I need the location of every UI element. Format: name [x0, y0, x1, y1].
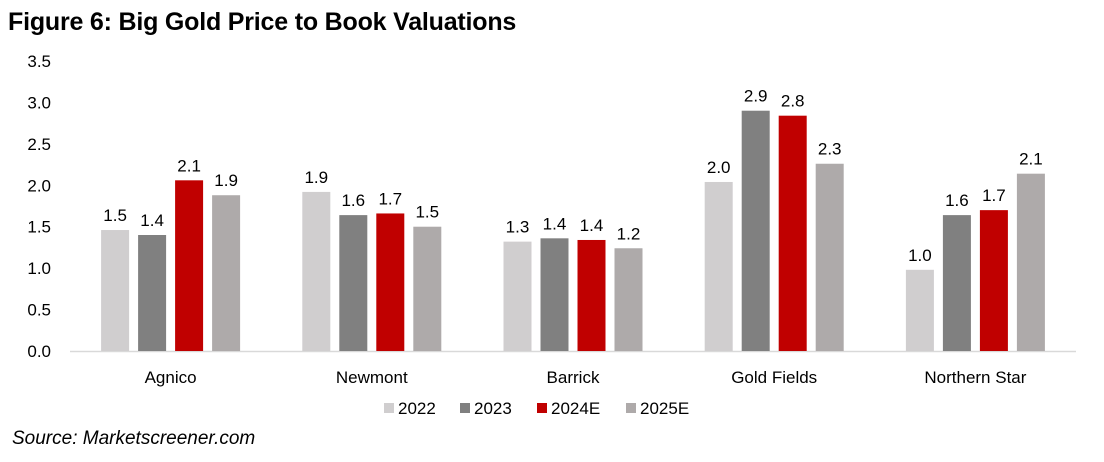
data-label: 1.9 — [304, 168, 328, 187]
bars-group: 1.5 1.4 2.1 1.9 1.9 1.6 1.7 1.5 1.3 1.4 1.4 1.2 2.0 2… — [101, 87, 1045, 351]
bar-2025e-gold-fields — [815, 163, 844, 351]
legend-label: 2025E — [640, 399, 689, 418]
data-label: 1.4 — [543, 214, 567, 233]
x-category-label: Agnico — [145, 368, 197, 387]
bar-2022-northern-star — [905, 269, 934, 351]
data-label: 1.0 — [908, 246, 932, 265]
bar-2024e-newmont — [376, 213, 405, 351]
legend-swatch-2024e — [537, 403, 547, 413]
y-axis: 0.0 0.5 1.0 1.5 2.0 2.5 3.0 3.5 — [27, 52, 51, 361]
data-label: 1.9 — [214, 171, 238, 190]
legend-swatch-2023 — [460, 403, 470, 413]
chart-title: Figure 6: Big Gold Price to Book Valuati… — [8, 8, 517, 36]
bar-2024e-gold-fields — [778, 115, 807, 351]
data-label: 2.1 — [177, 156, 201, 175]
y-tick-label: 1.0 — [27, 259, 51, 278]
data-label: 1.6 — [945, 191, 969, 210]
y-tick-label: 2.0 — [27, 176, 51, 195]
data-label: 1.5 — [103, 206, 127, 225]
data-label: 2.3 — [818, 140, 842, 159]
x-category-label: Barrick — [547, 368, 600, 387]
data-label: 1.6 — [341, 191, 365, 210]
data-label: 1.7 — [982, 186, 1006, 205]
y-tick-label: 3.5 — [27, 52, 51, 71]
legend-swatch-2025e — [626, 403, 636, 413]
y-tick-label: 0.0 — [27, 342, 51, 361]
x-category-label: Newmont — [336, 368, 408, 387]
y-tick-label: 3.0 — [27, 93, 51, 112]
y-tick-label: 2.5 — [27, 135, 51, 154]
y-tick-label: 0.5 — [27, 301, 51, 320]
bar-2025e-barrick — [614, 248, 643, 351]
data-label: 1.5 — [415, 203, 439, 222]
bar-2022-barrick — [503, 241, 532, 351]
data-label: 2.8 — [781, 92, 805, 111]
data-label: 2.9 — [744, 87, 768, 106]
legend-label: 2024E — [551, 399, 600, 418]
legend-label: 2023 — [474, 399, 512, 418]
x-category-label: Gold Fields — [731, 368, 817, 387]
bar-2023-agnico — [138, 235, 167, 351]
legend-label: 2022 — [398, 399, 436, 418]
data-label: 1.4 — [140, 211, 164, 230]
data-label: 2.0 — [707, 158, 731, 177]
bar-2022-newmont — [302, 191, 331, 351]
bar-2024e-northern-star — [979, 210, 1008, 351]
bar-2023-newmont — [339, 215, 368, 351]
bar-2022-gold-fields — [704, 181, 733, 351]
legend-swatch-2022 — [384, 403, 394, 413]
bar-2023-barrick — [540, 238, 569, 351]
data-label: 2.1 — [1019, 150, 1043, 169]
bar-2024e-agnico — [175, 180, 204, 351]
bar-2025e-northern-star — [1016, 173, 1045, 351]
source-note: Source: Marketscreener.com — [12, 428, 256, 449]
bar-2023-gold-fields — [741, 110, 770, 351]
bar-2023-northern-star — [942, 215, 971, 351]
legend: 2022 2023 2024E 2025E — [384, 399, 689, 418]
bar-2025e-newmont — [413, 226, 442, 351]
category-labels: Agnico Newmont Barrick Gold Fields Northern … — [145, 368, 1027, 387]
data-label: 1.4 — [580, 216, 604, 235]
bar-2024e-barrick — [577, 239, 606, 351]
x-category-label: Northern Star — [924, 368, 1026, 387]
data-label: 1.3 — [506, 218, 530, 237]
y-tick-label: 1.5 — [27, 218, 51, 237]
bar-2022-agnico — [101, 230, 130, 351]
data-label: 1.2 — [617, 224, 641, 243]
data-label: 1.7 — [378, 189, 402, 208]
bar-2025e-agnico — [212, 195, 241, 351]
